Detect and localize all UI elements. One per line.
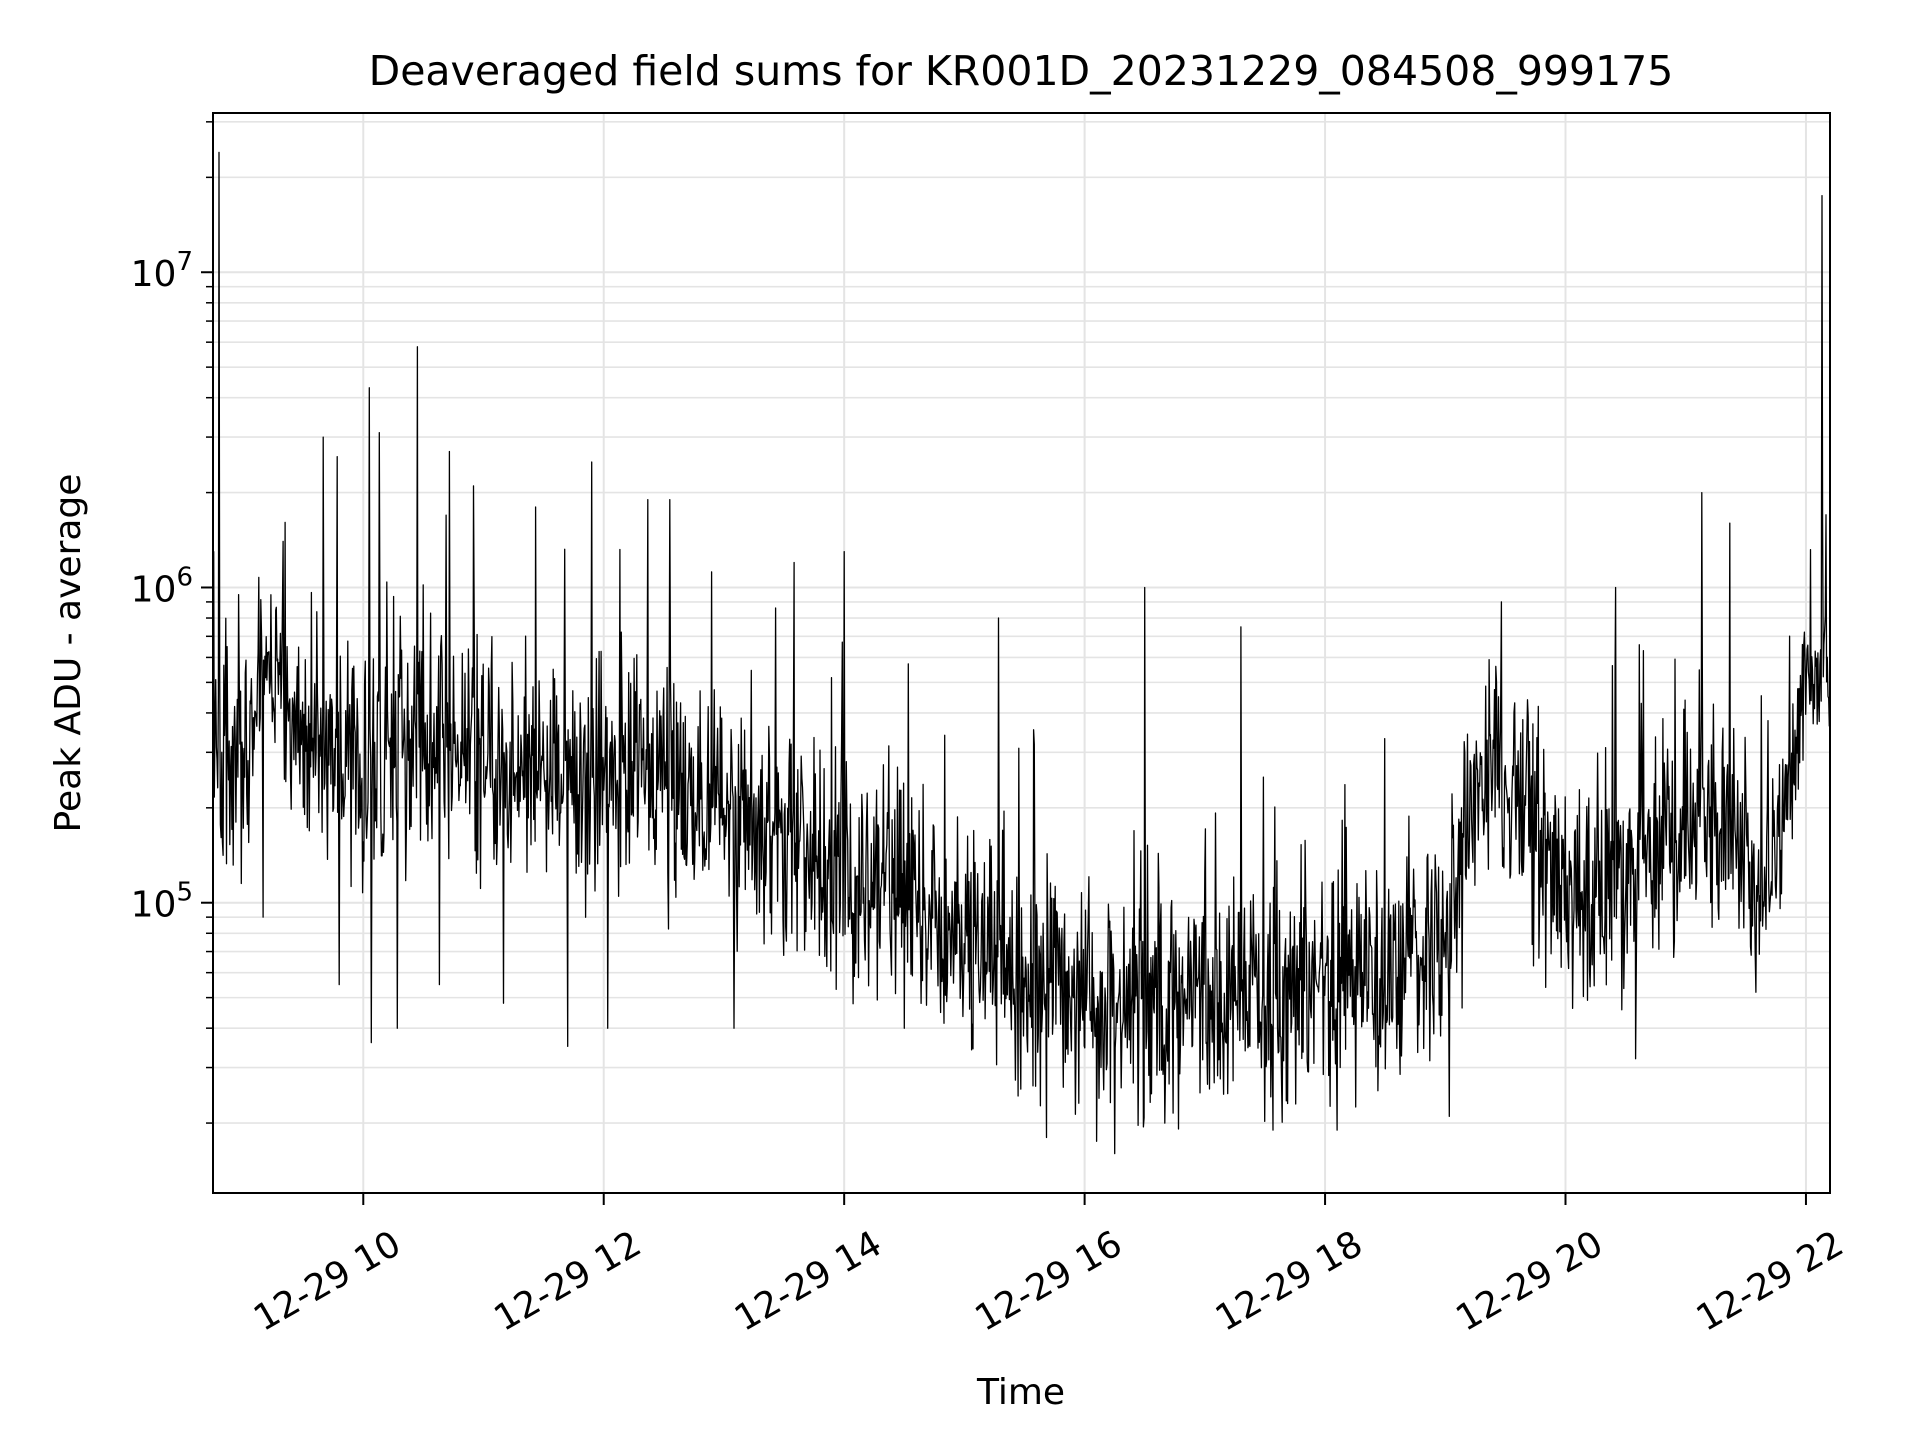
plot-frame [212, 112, 1831, 1194]
series-line [212, 151, 1831, 1155]
y-tick-base: 10 [131, 569, 177, 610]
series-group [212, 151, 1831, 1155]
y-axis-label: Peak ADU - average [48, 474, 89, 833]
y-tick-exponent: 5 [176, 878, 193, 908]
y-tick-exponent: 6 [176, 562, 193, 592]
y-tick-exponent: 7 [176, 247, 193, 277]
y-tick-base: 10 [131, 885, 177, 926]
y-tick-label: 105 [131, 878, 193, 926]
y-tick-label: 107 [131, 247, 193, 295]
y-tick-base: 10 [131, 254, 177, 295]
chart-title: Deaveraged field sums for KR001D_2023122… [369, 47, 1674, 95]
y-tick-label: 106 [131, 562, 193, 610]
x-axis-label: Time [976, 1372, 1065, 1413]
grid [213, 113, 1830, 1193]
